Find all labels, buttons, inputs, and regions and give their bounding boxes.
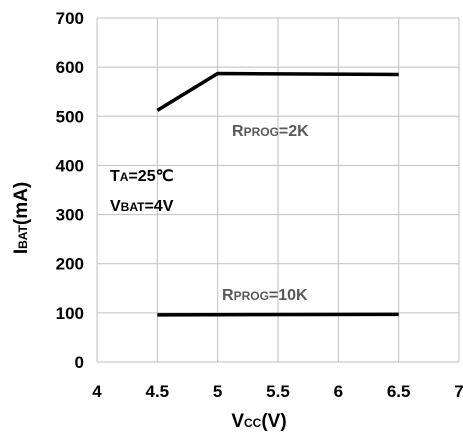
x-tick-label: 5.5 xyxy=(266,382,290,401)
y-tick-label: 100 xyxy=(56,304,84,323)
series-label-rprog-10k: RPROG=10K xyxy=(222,287,308,304)
y-tick-label: 0 xyxy=(75,353,84,372)
series-lines xyxy=(156,71,399,317)
annotation-vbat: VBAT=4V xyxy=(110,198,174,215)
y-tick-label: 200 xyxy=(56,255,84,274)
x-axis-label: VCC(V) xyxy=(231,411,286,432)
x-tick-label: 4.5 xyxy=(146,382,170,401)
y-tick-label: 500 xyxy=(56,107,84,126)
annotation-temperature: TA=25℃ xyxy=(110,168,174,185)
y-tick-label: 700 xyxy=(56,9,84,28)
x-tick-label: 6 xyxy=(334,382,343,401)
y-tick-label: 400 xyxy=(56,156,84,175)
series-line-0 xyxy=(156,71,399,112)
y-tick-label: 600 xyxy=(56,58,84,77)
y-axis-label: IBAT(mA) xyxy=(11,182,32,254)
tick-labels: 4 4.5 5 5.5 6 6.5 7 0 100 200 300 400 500 600 700 xyxy=(56,9,463,401)
x-tick-label: 5 xyxy=(213,382,222,401)
grid xyxy=(96,17,460,363)
y-tick-label: 300 xyxy=(56,206,84,225)
series-label-rprog-2k: RPROG=2K xyxy=(232,123,309,140)
x-tick-label: 4 xyxy=(92,382,102,401)
x-tick-label: 7 xyxy=(454,382,463,401)
x-tick-label: 6.5 xyxy=(387,382,411,401)
